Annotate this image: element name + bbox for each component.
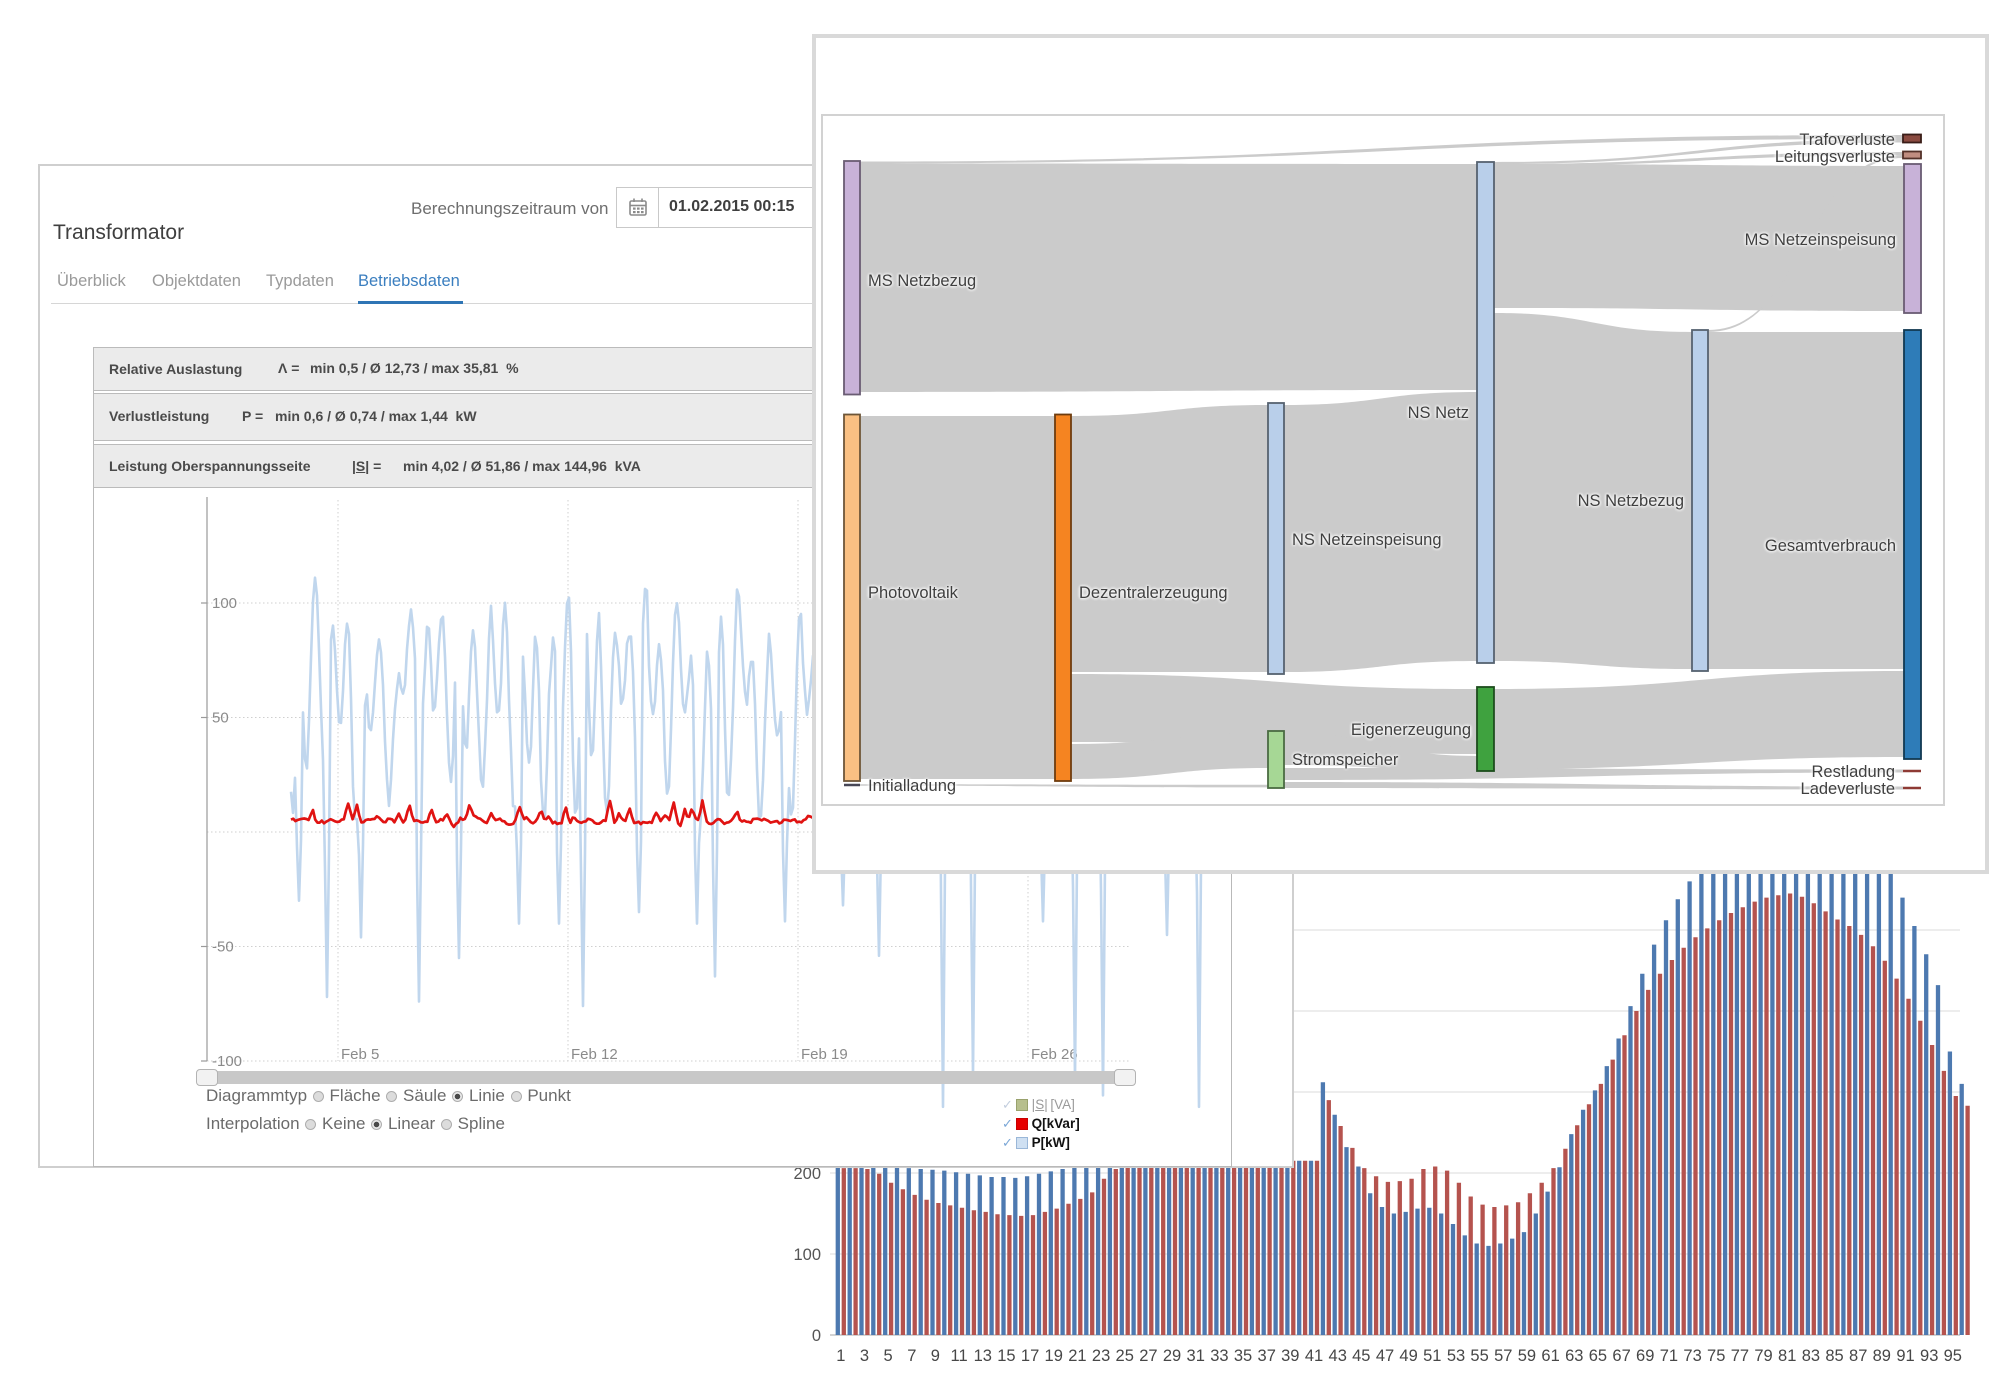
- svg-text:85: 85: [1825, 1347, 1843, 1365]
- svg-text:49: 49: [1399, 1347, 1417, 1365]
- svg-text:25: 25: [1116, 1347, 1134, 1365]
- svg-text:87: 87: [1849, 1347, 1867, 1365]
- svg-text:MS Netzeinspeisung: MS Netzeinspeisung: [1745, 231, 1896, 249]
- svg-text:Photovoltaik: Photovoltaik: [868, 584, 959, 602]
- svg-text:17: 17: [1021, 1347, 1039, 1365]
- svg-text:21: 21: [1068, 1347, 1086, 1365]
- svg-text:79: 79: [1754, 1347, 1772, 1365]
- svg-text:73: 73: [1683, 1347, 1701, 1365]
- svg-text:91: 91: [1896, 1347, 1914, 1365]
- svg-text:-50: -50: [212, 939, 234, 956]
- svg-text:93: 93: [1920, 1347, 1938, 1365]
- svg-text:7: 7: [907, 1347, 916, 1365]
- svg-text:100: 100: [793, 1246, 821, 1264]
- svg-text:Feb 26: Feb 26: [1031, 1046, 1078, 1063]
- svg-text:NS Netzeinspeisung: NS Netzeinspeisung: [1292, 531, 1442, 549]
- svg-text:67: 67: [1612, 1347, 1630, 1365]
- svg-text:Feb 12: Feb 12: [571, 1046, 618, 1063]
- svg-text:MS Netzbezug: MS Netzbezug: [868, 272, 976, 290]
- svg-text:50: 50: [212, 710, 229, 727]
- svg-text:Restladung: Restladung: [1812, 763, 1895, 781]
- svg-text:43: 43: [1329, 1347, 1347, 1365]
- svg-text:Eigenerzeugung: Eigenerzeugung: [1351, 721, 1471, 739]
- svg-text:33: 33: [1210, 1347, 1228, 1365]
- svg-text:0: 0: [812, 1327, 821, 1345]
- svg-text:53: 53: [1447, 1347, 1465, 1365]
- svg-text:71: 71: [1660, 1347, 1678, 1365]
- svg-text:Leitungsverluste: Leitungsverluste: [1775, 148, 1895, 166]
- svg-text:31: 31: [1187, 1347, 1205, 1365]
- svg-text:89: 89: [1873, 1347, 1891, 1365]
- svg-text:Feb 5: Feb 5: [341, 1046, 379, 1063]
- svg-text:59: 59: [1518, 1347, 1536, 1365]
- svg-text:65: 65: [1589, 1347, 1607, 1365]
- svg-text:39: 39: [1281, 1347, 1299, 1365]
- svg-text:200: 200: [793, 1165, 821, 1183]
- svg-text:Stromspeicher: Stromspeicher: [1292, 751, 1399, 769]
- svg-text:55: 55: [1470, 1347, 1488, 1365]
- svg-text:5: 5: [884, 1347, 893, 1365]
- svg-text:61: 61: [1541, 1347, 1559, 1365]
- svg-text:63: 63: [1565, 1347, 1583, 1365]
- svg-text:15: 15: [997, 1347, 1015, 1365]
- svg-text:3: 3: [860, 1347, 869, 1365]
- svg-text:77: 77: [1731, 1347, 1749, 1365]
- svg-text:Trafoverluste: Trafoverluste: [1799, 131, 1895, 149]
- svg-text:Ladeverluste: Ladeverluste: [1801, 780, 1895, 798]
- svg-text:Gesamtverbrauch: Gesamtverbrauch: [1765, 537, 1896, 555]
- svg-text:75: 75: [1707, 1347, 1725, 1365]
- svg-text:23: 23: [1092, 1347, 1110, 1365]
- svg-text:9: 9: [931, 1347, 940, 1365]
- svg-text:27: 27: [1139, 1347, 1157, 1365]
- svg-text:81: 81: [1778, 1347, 1796, 1365]
- svg-text:-100: -100: [212, 1053, 242, 1070]
- svg-text:19: 19: [1045, 1347, 1063, 1365]
- svg-text:Initialladung: Initialladung: [868, 777, 956, 795]
- svg-text:47: 47: [1376, 1347, 1394, 1365]
- svg-text:51: 51: [1423, 1347, 1441, 1365]
- svg-text:83: 83: [1802, 1347, 1820, 1365]
- svg-text:NS Netzbezug: NS Netzbezug: [1578, 492, 1684, 510]
- svg-text:37: 37: [1258, 1347, 1276, 1365]
- svg-text:1: 1: [836, 1347, 845, 1365]
- svg-text:35: 35: [1234, 1347, 1252, 1365]
- svg-text:Feb 19: Feb 19: [801, 1046, 848, 1063]
- svg-text:95: 95: [1944, 1347, 1962, 1365]
- svg-text:57: 57: [1494, 1347, 1512, 1365]
- svg-text:Dezentralerzeugung: Dezentralerzeugung: [1079, 584, 1228, 602]
- svg-text:13: 13: [974, 1347, 992, 1365]
- svg-text:11: 11: [951, 1347, 968, 1365]
- svg-text:69: 69: [1636, 1347, 1654, 1365]
- svg-text:41: 41: [1305, 1347, 1323, 1365]
- svg-text:100: 100: [212, 595, 237, 612]
- svg-text:29: 29: [1163, 1347, 1181, 1365]
- svg-text:45: 45: [1352, 1347, 1370, 1365]
- svg-text:NS Netz: NS Netz: [1408, 404, 1469, 422]
